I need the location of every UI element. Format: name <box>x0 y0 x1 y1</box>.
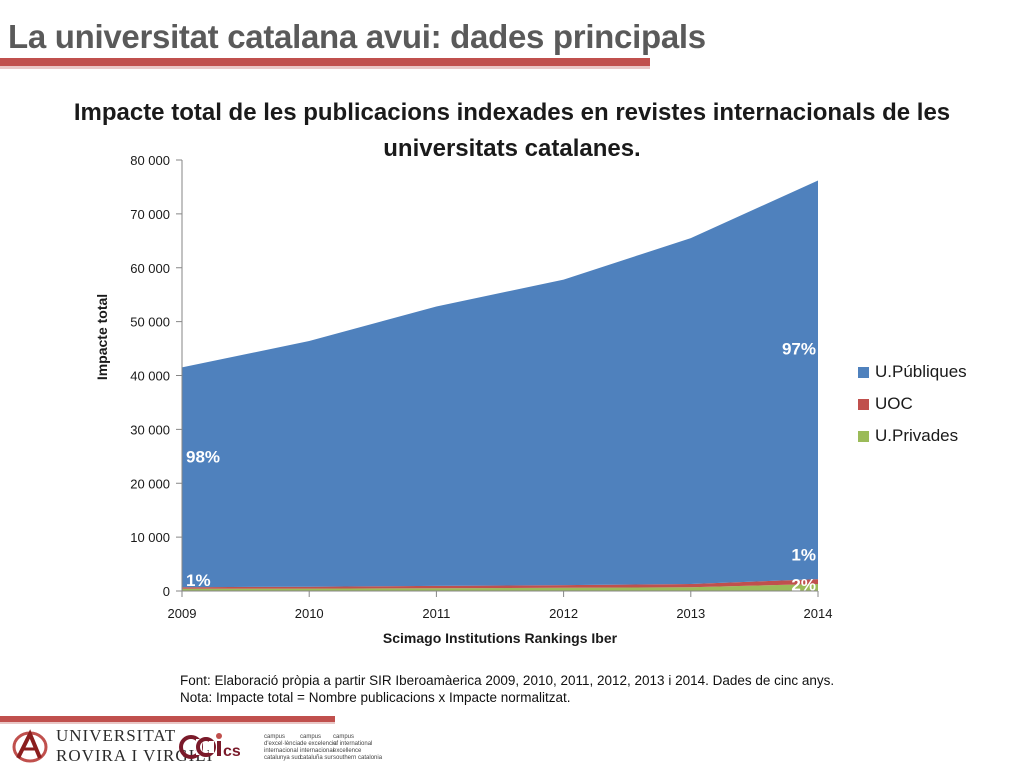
slide-title: La universitat catalana avui: dades prin… <box>8 18 706 55</box>
footer-rule-shadow <box>0 722 335 724</box>
cei-text-line: de excelencia <box>300 741 337 747</box>
cei-text-line: campus <box>264 734 286 740</box>
legend-label: U.Públiques <box>875 362 967 381</box>
legend-swatch <box>858 398 869 410</box>
y-tick-label: 80 000 <box>130 153 170 168</box>
university-name-line1: Universitat <box>56 726 177 745</box>
x-tick-label: 2010 <box>295 606 324 621</box>
legend-item: U.Privades <box>858 420 967 452</box>
university-name-line2: Rovira i Virgili <box>56 746 214 765</box>
chart-legend: U.Públiques UOC U.Privades <box>858 356 967 452</box>
x-axis-label: Scimago Institutions Rankings Iber <box>383 630 618 646</box>
cei-text-line: of international <box>333 741 373 747</box>
urv-logo-icon <box>12 729 48 763</box>
y-tick-label: 50 000 <box>130 315 170 330</box>
x-tick-label: 2009 <box>168 606 197 621</box>
y-tick-label: 10 000 <box>130 530 170 545</box>
cei-text-line: d'excel·lència <box>264 741 301 747</box>
cei-text-line: catalunya sud <box>264 755 302 761</box>
legend-label: UOC <box>875 394 913 413</box>
x-tick-label: 2012 <box>549 606 578 621</box>
chart-axes: 0 10 000 20 000 30 000 40 000 50 000 60 000 70 … <box>130 153 832 621</box>
title-rule <box>0 58 650 66</box>
y-tick-label: 40 000 <box>130 369 170 384</box>
formula-note: Nota: Impacte total = Nombre publicacion… <box>180 690 571 705</box>
university-name: Universitat Rovira i Virgili <box>56 726 213 766</box>
cei-text-catalan: campus d'excel·lència internacional catalun… <box>264 734 301 762</box>
cei-text-line: internacional <box>264 748 299 754</box>
cei-text-line: excellence <box>333 748 362 754</box>
y-axis-label: Impacte total <box>94 294 110 380</box>
cei-text-line: campus <box>300 734 322 740</box>
legend-item: U.Públiques <box>858 356 967 388</box>
svg-text:cs: cs <box>223 743 240 760</box>
data-label: 1% <box>186 571 211 590</box>
cei-text-line: southern catalonia <box>333 755 383 761</box>
legend-swatch <box>858 366 869 378</box>
data-label: 98% <box>186 447 220 466</box>
source-note: Font: Elaboració pròpia a partir SIR Ibe… <box>180 673 835 688</box>
y-tick-label: 20 000 <box>130 476 170 491</box>
chart-annotations: 98% 97% 1% 1% 2% <box>186 340 816 595</box>
area-series-0 <box>182 584 818 591</box>
cei-text-line: campus <box>333 734 355 740</box>
y-tick-label: 0 <box>163 584 170 599</box>
area-series-2 <box>182 180 818 588</box>
footer-rule <box>0 716 335 722</box>
y-tick-label: 70 000 <box>130 207 170 222</box>
x-tick-label: 2011 <box>422 606 450 621</box>
chart-title: Impacte total de les publicacions indexa… <box>73 99 951 162</box>
title-rule-shadow <box>0 66 650 69</box>
legend-item: UOC <box>858 388 967 420</box>
legend-label: U.Privades <box>875 426 959 445</box>
x-tick-label: 2014 <box>804 606 833 621</box>
cei-text-english: campus of international excellence southern… <box>333 734 382 762</box>
y-tick-label: 30 000 <box>130 422 170 437</box>
x-tick-label: 2013 <box>676 606 705 621</box>
legend-swatch <box>858 430 869 442</box>
cei-text-line: internacional <box>300 748 335 754</box>
area-series-1 <box>182 579 818 589</box>
data-label: 97% <box>782 340 816 359</box>
data-label: 2% <box>791 576 816 595</box>
cei-text-spanish: campus de excelencia internacional cataluña… <box>300 734 337 762</box>
data-label: 1% <box>791 545 816 564</box>
chart-areas <box>182 180 818 591</box>
cei-text-line: cataluña sur <box>300 755 333 761</box>
y-tick-label: 60 000 <box>130 261 170 276</box>
cei-logo-icon: cs <box>179 733 240 760</box>
chart-notes: Font: Elaboració pròpia a partir SIR Ibe… <box>180 672 834 706</box>
